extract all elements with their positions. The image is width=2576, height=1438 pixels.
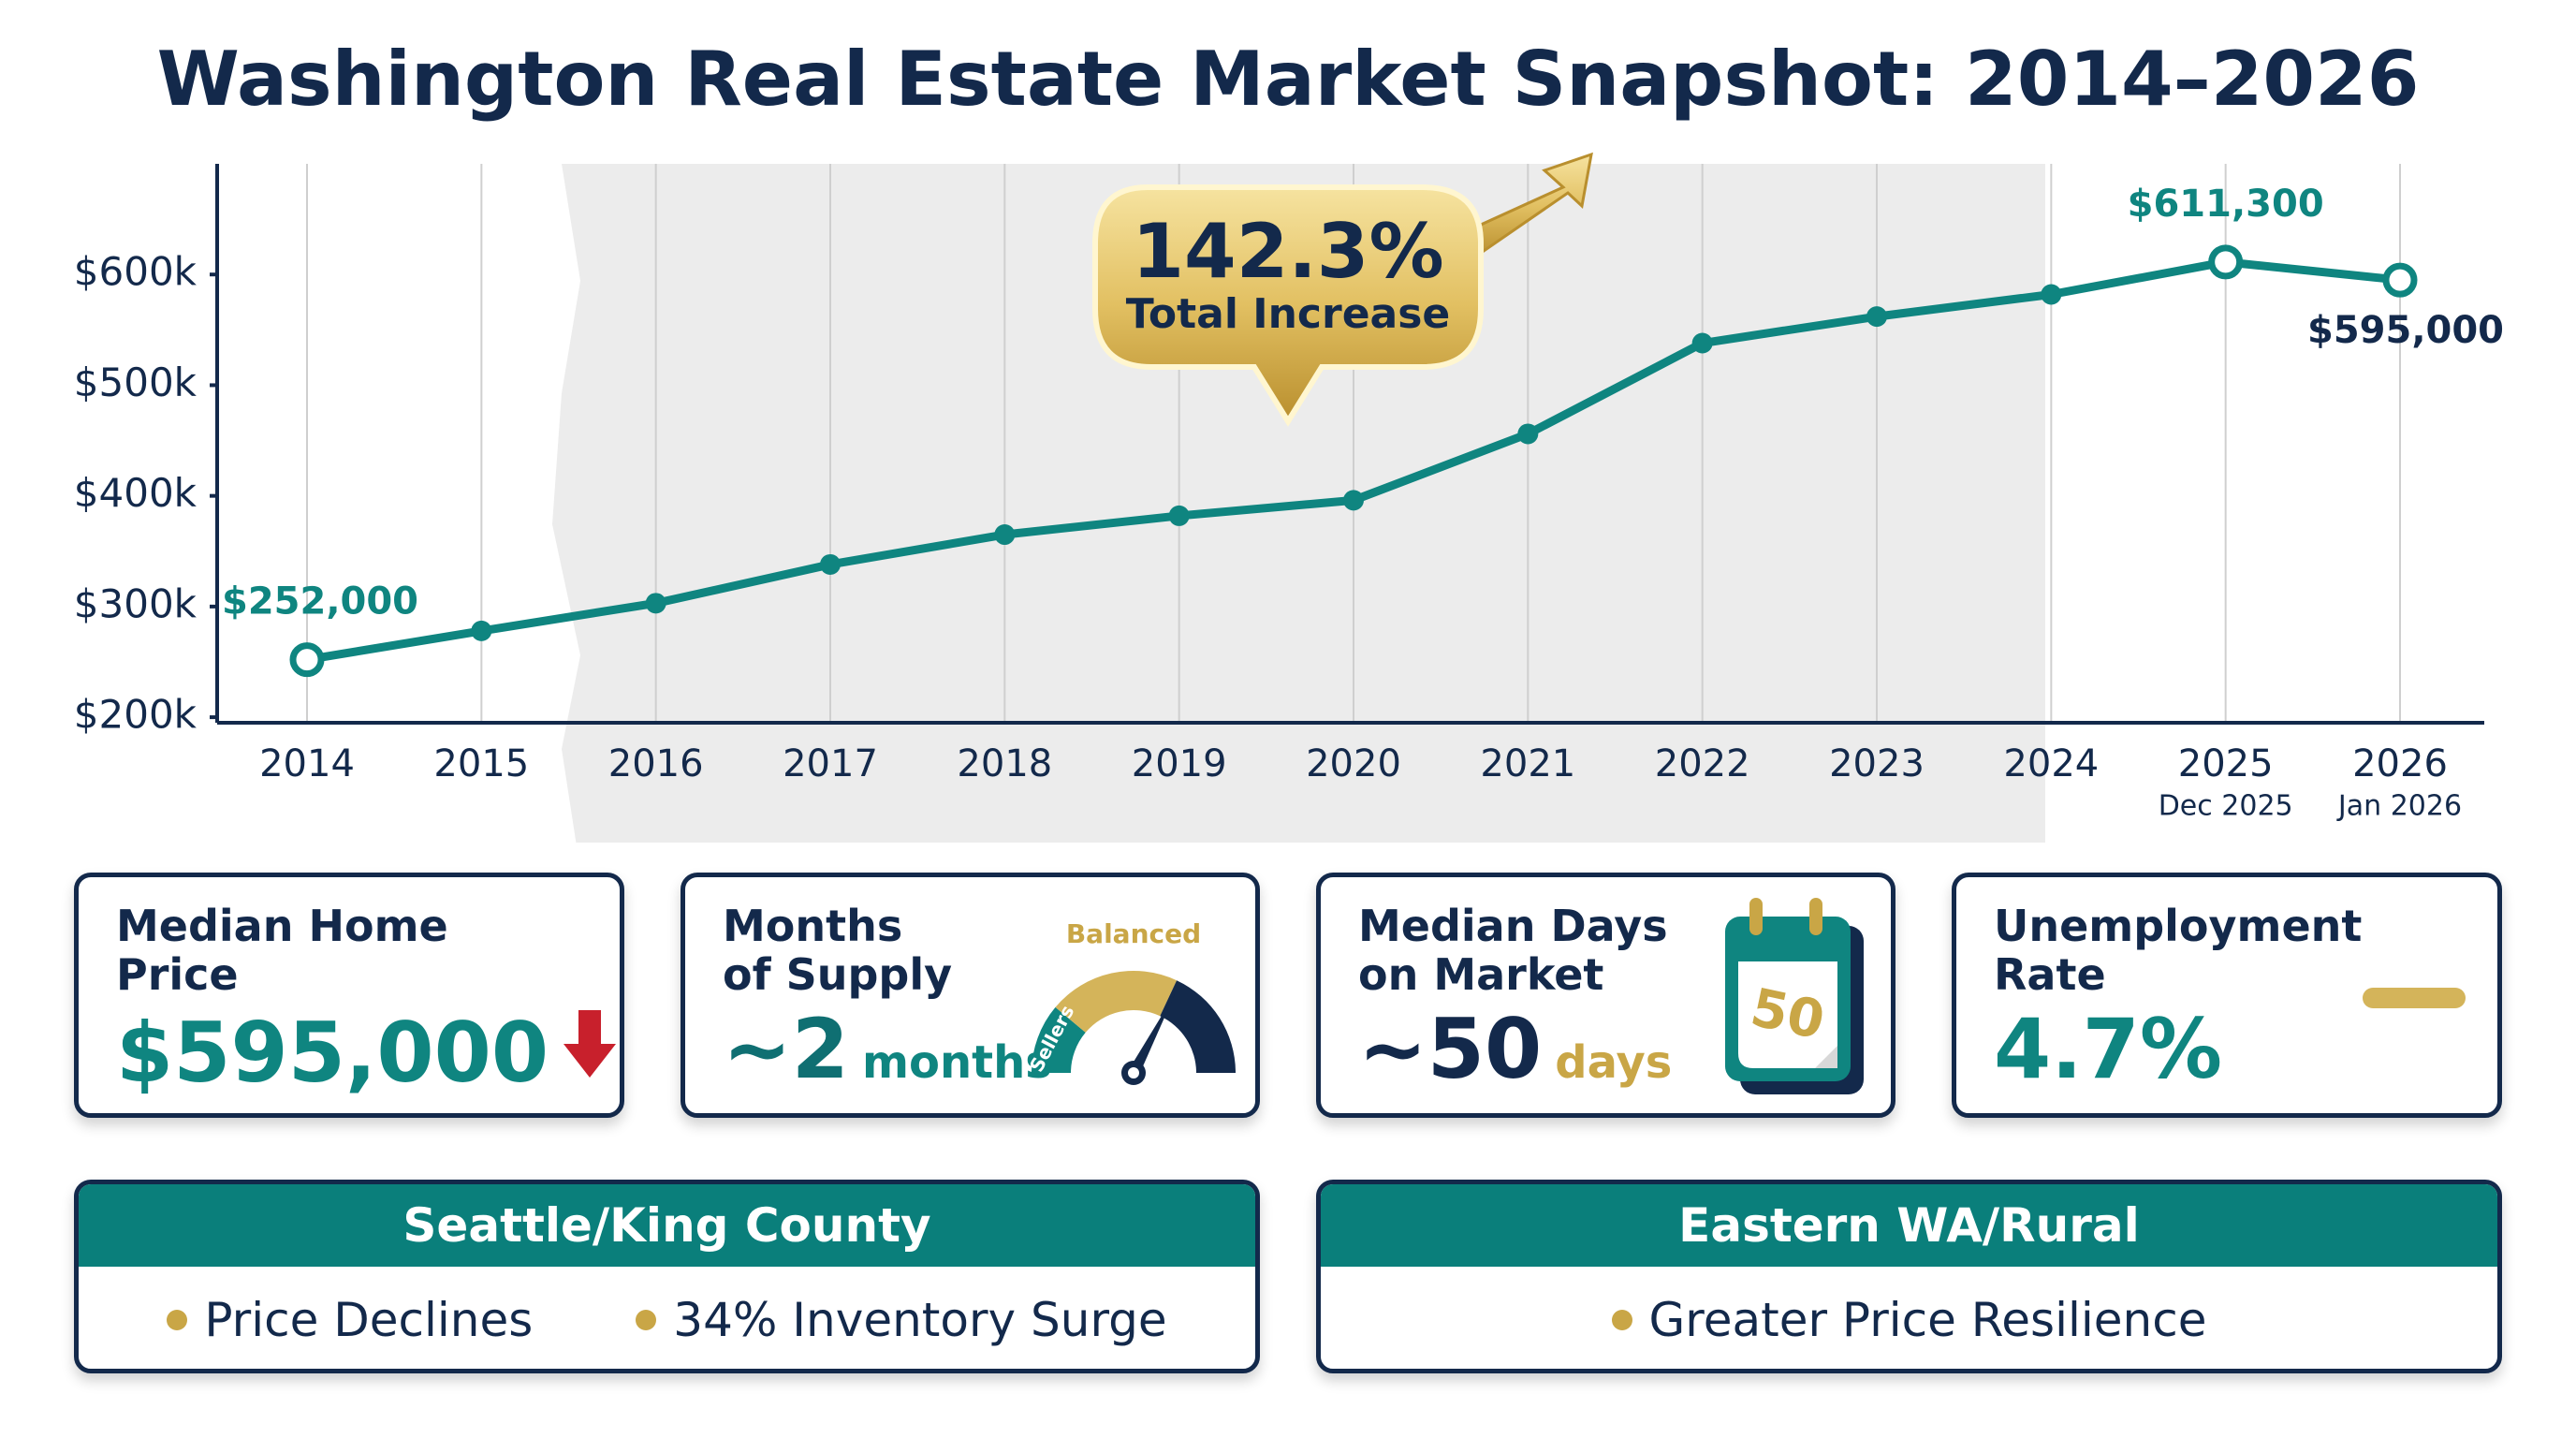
region-item-text: 34% Inventory Surge	[673, 1293, 1167, 1347]
card-value: $595,000	[116, 1005, 549, 1101]
x-tick-label: 2025	[2178, 742, 2274, 785]
region-panel: Seattle/King County Price Declines 34% I…	[74, 1180, 1260, 1373]
x-tick-label: 2024	[2003, 742, 2099, 785]
card-value-row: ~50 days	[1358, 1006, 1672, 1093]
y-tick-label: $200k	[74, 692, 198, 738]
card-value: 4.7%	[1994, 1001, 2223, 1097]
value-label: $252,000	[222, 580, 418, 624]
callout: 142.3% Total Increase	[1092, 152, 1593, 427]
region-item: 34% Inventory Surge	[636, 1293, 1167, 1347]
card-title: Median Days on Market	[1358, 901, 1668, 1000]
flat-indicator	[2363, 988, 2466, 1008]
region-title: Eastern WA/Rural	[1321, 1184, 2497, 1267]
point	[645, 593, 666, 614]
point	[2382, 262, 2418, 298]
point	[2041, 284, 2062, 305]
card: Median Days on Market ~50 days 50	[1316, 873, 1895, 1118]
callout-arrow	[1457, 152, 1593, 260]
point	[1168, 505, 1190, 526]
x-tick-note: Jan 2026	[2336, 790, 2462, 823]
gauge: Balanced Sellers	[1025, 918, 1236, 1085]
point	[1866, 306, 1887, 328]
region-panel: Eastern WA/Rural Greater Price Resilienc…	[1316, 1180, 2502, 1373]
value-label: $595,000	[2307, 309, 2504, 352]
card-title: Unemployment Rate	[1994, 901, 2363, 1000]
region-item: Price Declines	[167, 1293, 533, 1347]
region-items: Greater Price Resilience	[1321, 1267, 2497, 1369]
y-tick-label: $300k	[74, 580, 198, 626]
callout-bubble	[1092, 184, 1484, 427]
x-tick-label: 2016	[608, 742, 704, 785]
chart-title: Washington Real Estate Market Snapshot: …	[157, 36, 2420, 123]
callout-value: 142.3%	[1132, 208, 1443, 295]
x-tick-label: 2021	[1480, 742, 1575, 785]
x-tick-label: 2020	[1306, 742, 1401, 785]
down-arrow	[564, 1010, 617, 1078]
point	[820, 553, 841, 575]
region-item-text: Price Declines	[204, 1293, 534, 1347]
x-tick-label: 2022	[1655, 742, 1750, 785]
gauge-label: Balanced	[1066, 918, 1201, 949]
card-title: Median Home Price	[116, 901, 448, 1000]
region-title: Seattle/King County	[79, 1184, 1255, 1267]
card-value: ~2	[723, 1001, 849, 1097]
point	[289, 642, 325, 678]
point	[2208, 244, 2244, 280]
card: Median Home Price $595,000	[74, 873, 624, 1118]
calendar-icon: 50	[1725, 898, 1864, 1094]
x-tick-label: 2017	[783, 742, 878, 785]
point	[1517, 423, 1539, 445]
x-tick-label: 2014	[259, 742, 355, 785]
x-tick-label: 2026	[2352, 742, 2448, 785]
y-tick-label: $500k	[74, 360, 198, 405]
callout-text: Total Increase	[1126, 290, 1451, 338]
card: Months of Supply ~2 months Balanced Sell…	[681, 873, 1260, 1118]
region-item: Greater Price Resilience	[1611, 1293, 2207, 1347]
card-value-row: 4.7%	[1994, 1006, 2222, 1093]
point	[1343, 490, 1364, 511]
x-tick-label: 2018	[957, 742, 1052, 785]
point	[471, 620, 492, 641]
card-unit: months	[861, 1036, 1052, 1089]
card-value-row: ~2 months	[723, 1006, 1052, 1093]
region-item-text: Greater Price Resilience	[1648, 1293, 2207, 1347]
y-tick-label: $600k	[74, 249, 198, 295]
point	[994, 524, 1016, 546]
card-value-row: $595,000	[116, 1006, 618, 1096]
card-value: ~50	[1358, 1001, 1543, 1097]
card-title: Months of Supply	[723, 901, 953, 1000]
x-tick-label: 2015	[433, 742, 529, 785]
y-tick-label: $400k	[74, 470, 198, 516]
card: Unemployment Rate 4.7%	[1952, 873, 2502, 1118]
x-tick-label: 2023	[1829, 742, 1925, 785]
x-tick-note: Dec 2025	[2159, 790, 2293, 823]
point	[1691, 332, 1713, 354]
x-tick-label: 2019	[1132, 742, 1227, 785]
icon-text: 50	[1746, 977, 1830, 1052]
chart: Washington Real Estate Market Snapshot: …	[74, 36, 2504, 843]
card-unit: days	[1555, 1036, 1673, 1089]
region-items: Price Declines 34% Inventory Surge	[79, 1267, 1255, 1369]
value-label: $611,300	[2128, 183, 2324, 226]
